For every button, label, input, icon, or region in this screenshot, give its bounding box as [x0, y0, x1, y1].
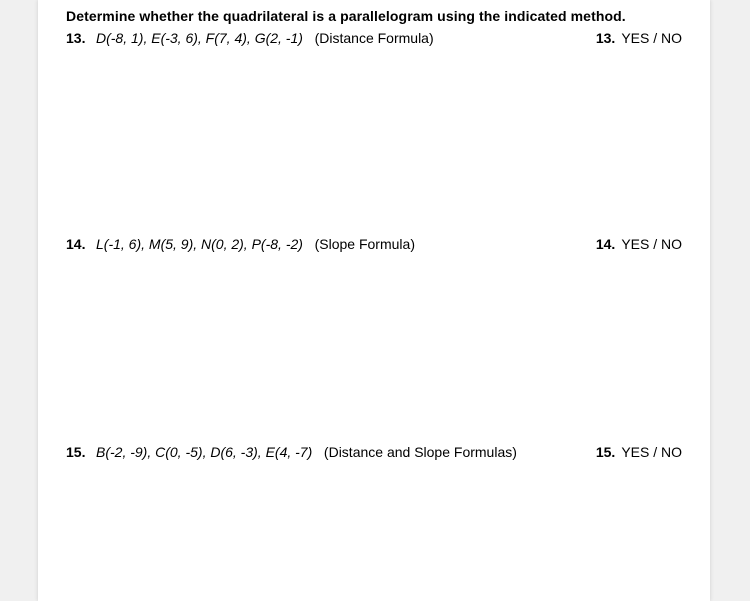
question-13-body: D(-8, 1), E(-3, 6), F(7, 4), G(2, -1) (D… [96, 30, 434, 46]
question-15-answer-options: YES / NO [621, 444, 682, 460]
question-13-points: D(-8, 1), E(-3, 6), F(7, 4), G(2, -1) [96, 30, 303, 46]
question-15-body: B(-2, -9), C(0, -5), D(6, -3), E(4, -7) … [96, 444, 517, 460]
worksheet-page: Determine whether the quadrilateral is a… [38, 0, 710, 601]
question-14-method: (Slope Formula) [315, 236, 415, 252]
question-15-text: 15. B(-2, -9), C(0, -5), D(6, -3), E(4, … [66, 444, 517, 460]
question-14-text: 14. L(-1, 6), M(5, 9), N(0, 2), P(-8, -2… [66, 236, 415, 252]
question-13-answer-number: 13. [596, 30, 615, 46]
question-15-method: (Distance and Slope Formulas) [324, 444, 517, 460]
question-13-answer-options: YES / NO [621, 30, 682, 46]
question-13-text: 13. D(-8, 1), E(-3, 6), F(7, 4), G(2, -1… [66, 30, 434, 46]
question-15-points: B(-2, -9), C(0, -5), D(6, -3), E(4, -7) [96, 444, 312, 460]
question-15-answer: 15. YES / NO [596, 444, 682, 460]
question-14-body: L(-1, 6), M(5, 9), N(0, 2), P(-8, -2) (S… [96, 236, 415, 252]
question-14-answer: 14. YES / NO [596, 236, 682, 252]
question-14-number: 14. [66, 236, 90, 252]
question-13-number: 13. [66, 30, 90, 46]
question-15-answer-number: 15. [596, 444, 615, 460]
question-13-method: (Distance Formula) [315, 30, 434, 46]
question-14-answer-number: 14. [596, 236, 615, 252]
question-14-points: L(-1, 6), M(5, 9), N(0, 2), P(-8, -2) [96, 236, 303, 252]
question-13-answer: 13. YES / NO [596, 30, 682, 46]
question-14-row: 14. L(-1, 6), M(5, 9), N(0, 2), P(-8, -2… [66, 236, 682, 252]
question-15-row: 15. B(-2, -9), C(0, -5), D(6, -3), E(4, … [66, 444, 682, 460]
question-13-row: 13. D(-8, 1), E(-3, 6), F(7, 4), G(2, -1… [66, 30, 682, 46]
question-14-answer-options: YES / NO [621, 236, 682, 252]
instruction-header: Determine whether the quadrilateral is a… [66, 8, 682, 24]
question-15-number: 15. [66, 444, 90, 460]
